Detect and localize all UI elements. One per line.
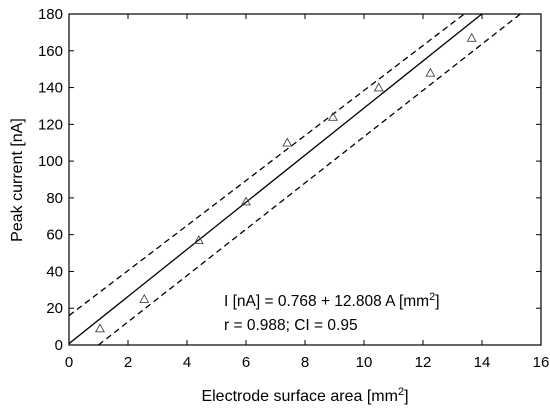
x-tick-label: 2 <box>124 354 132 371</box>
x-tick-label: 14 <box>474 354 491 371</box>
regression-line <box>69 14 483 345</box>
x-axis-label: Electrode surface area [mm2] <box>201 386 408 405</box>
x-tick-label: 12 <box>415 354 432 371</box>
data-point <box>193 235 204 244</box>
y-tick-label: 160 <box>38 43 63 60</box>
data-point <box>328 111 338 121</box>
y-tick-label: 120 <box>38 116 63 133</box>
data-point <box>466 32 477 42</box>
data-point <box>373 82 384 92</box>
data-points <box>95 32 477 333</box>
data-point <box>425 67 436 77</box>
y-tick-label: 0 <box>55 337 63 354</box>
x-tick-label: 10 <box>356 354 373 371</box>
data-point <box>241 196 251 206</box>
y-tick-label: 20 <box>46 300 63 317</box>
data-point <box>282 137 293 147</box>
y-tick-label: 100 <box>38 153 63 170</box>
x-tick-label: 0 <box>65 354 73 371</box>
data-point <box>95 323 105 333</box>
confidence-band-upper <box>69 14 465 317</box>
data-point <box>139 293 150 303</box>
y-tick-label: 60 <box>46 227 63 244</box>
regression-line-group <box>69 14 483 345</box>
y-tick-label: 40 <box>46 263 63 280</box>
x-axis-ticks: 0 2 4 6 8 10 12 14 16 <box>65 14 550 371</box>
x-tick-label: 16 <box>533 354 550 371</box>
confidence-band <box>69 14 521 345</box>
y-axis-label: Peak current [nA] <box>9 118 26 242</box>
y-tick-label: 80 <box>46 190 63 207</box>
y-tick-label: 140 <box>38 80 63 97</box>
x-tick-label: 8 <box>301 354 309 371</box>
y-tick-label: 180 <box>38 6 63 23</box>
fit-statistics: r = 0.988; CI = 0.95 <box>224 317 358 334</box>
x-tick-label: 6 <box>242 354 250 371</box>
x-tick-label: 4 <box>183 354 191 371</box>
fit-equation: I [nA] = 0.768 + 12.808 A [mm2] <box>224 291 440 310</box>
y-axis-ticks: 0 20 40 60 80 100 120 140 160 180 <box>38 6 541 354</box>
